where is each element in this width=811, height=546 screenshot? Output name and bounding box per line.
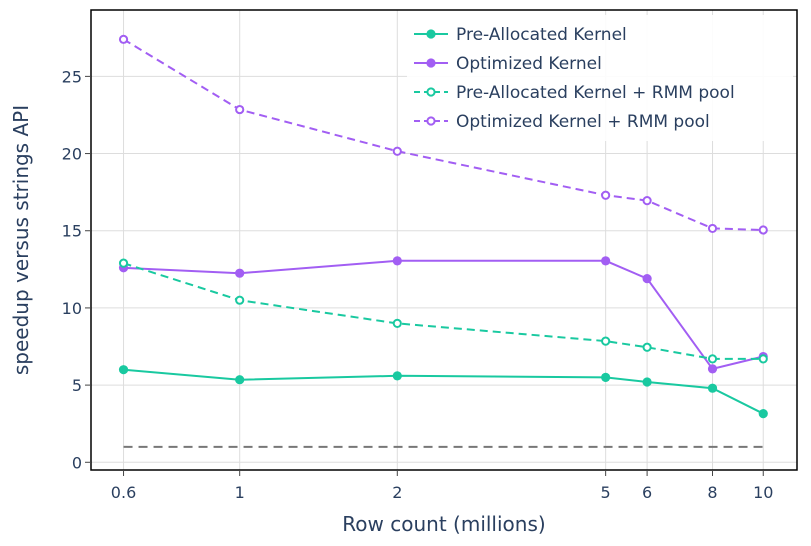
data-point bbox=[392, 146, 402, 156]
data-point bbox=[642, 377, 652, 387]
data-point bbox=[642, 342, 652, 352]
series-4 bbox=[118, 34, 768, 235]
series-1 bbox=[118, 365, 768, 419]
data-point bbox=[118, 258, 129, 268]
legend-marker bbox=[426, 58, 436, 68]
x-tick-label: 10 bbox=[753, 483, 773, 502]
y-tick-label: 20 bbox=[62, 145, 82, 164]
data-point bbox=[601, 190, 611, 200]
data-point bbox=[758, 409, 768, 419]
legend-background bbox=[407, 15, 793, 141]
x-tick-label: 2 bbox=[392, 483, 402, 502]
y-tick-label: 15 bbox=[62, 222, 82, 241]
data-point bbox=[758, 354, 768, 364]
legend-label: Pre-Allocated Kernel bbox=[456, 25, 627, 45]
legend-item: Pre-Allocated Kernel bbox=[414, 25, 627, 45]
data-point bbox=[392, 371, 402, 381]
y-tick-label: 0 bbox=[72, 453, 82, 472]
data-point bbox=[392, 256, 402, 266]
data-point bbox=[235, 295, 245, 305]
data-point bbox=[601, 372, 611, 382]
data-point bbox=[707, 354, 718, 364]
legend-label: Pre-Allocated Kernel + RMM pool bbox=[456, 83, 735, 103]
series-3 bbox=[118, 258, 768, 364]
series-line bbox=[123, 259, 764, 371]
x-axis-title: Row count (millions) bbox=[342, 512, 545, 536]
y-tick-label: 25 bbox=[62, 67, 82, 86]
x-axis-ticks: 0.6 1 2 5 6 8 10 bbox=[111, 470, 773, 502]
data-point bbox=[642, 196, 652, 206]
legend-item: Pre-Allocated Kernel + RMM pool bbox=[414, 83, 735, 103]
data-point bbox=[118, 365, 129, 375]
legend-item: Optimized Kernel bbox=[414, 54, 602, 74]
series-2 bbox=[118, 256, 768, 374]
data-point bbox=[235, 268, 245, 278]
series-layer bbox=[118, 34, 768, 419]
data-point bbox=[707, 383, 718, 393]
legend-label: Optimized Kernel bbox=[456, 54, 602, 74]
x-tick-label: 8 bbox=[707, 483, 717, 502]
data-point bbox=[707, 364, 718, 374]
x-tick-label: 0.6 bbox=[111, 483, 136, 502]
series-line bbox=[123, 368, 764, 415]
y-tick-label: 5 bbox=[72, 376, 82, 395]
data-point bbox=[601, 336, 611, 346]
legend-marker bbox=[426, 87, 436, 97]
legend-marker bbox=[426, 116, 436, 126]
legend-label: Optimized Kernel + RMM pool bbox=[456, 112, 710, 132]
legend: Pre-Allocated Kernel Optimized Kernel Pre-… bbox=[407, 15, 793, 141]
y-tick-label: 10 bbox=[62, 299, 82, 318]
y-axis-ticks: 0 5 10 15 20 25 bbox=[62, 67, 91, 472]
legend-item: Optimized Kernel + RMM pool bbox=[414, 112, 710, 132]
data-point bbox=[118, 34, 129, 44]
y-axis-title: speedup versus strings API bbox=[9, 105, 33, 375]
plot-frame bbox=[90, 9, 798, 471]
data-point bbox=[758, 225, 768, 235]
data-point bbox=[642, 273, 652, 284]
data-point bbox=[707, 223, 718, 234]
data-point bbox=[601, 256, 611, 266]
x-tick-label: 6 bbox=[642, 483, 652, 502]
data-point bbox=[392, 318, 402, 328]
x-tick-label: 5 bbox=[601, 483, 611, 502]
x-tick-label: 1 bbox=[235, 483, 245, 502]
legend-marker bbox=[426, 29, 436, 39]
data-point bbox=[235, 104, 245, 115]
series-line bbox=[123, 262, 764, 360]
data-point bbox=[235, 375, 245, 385]
